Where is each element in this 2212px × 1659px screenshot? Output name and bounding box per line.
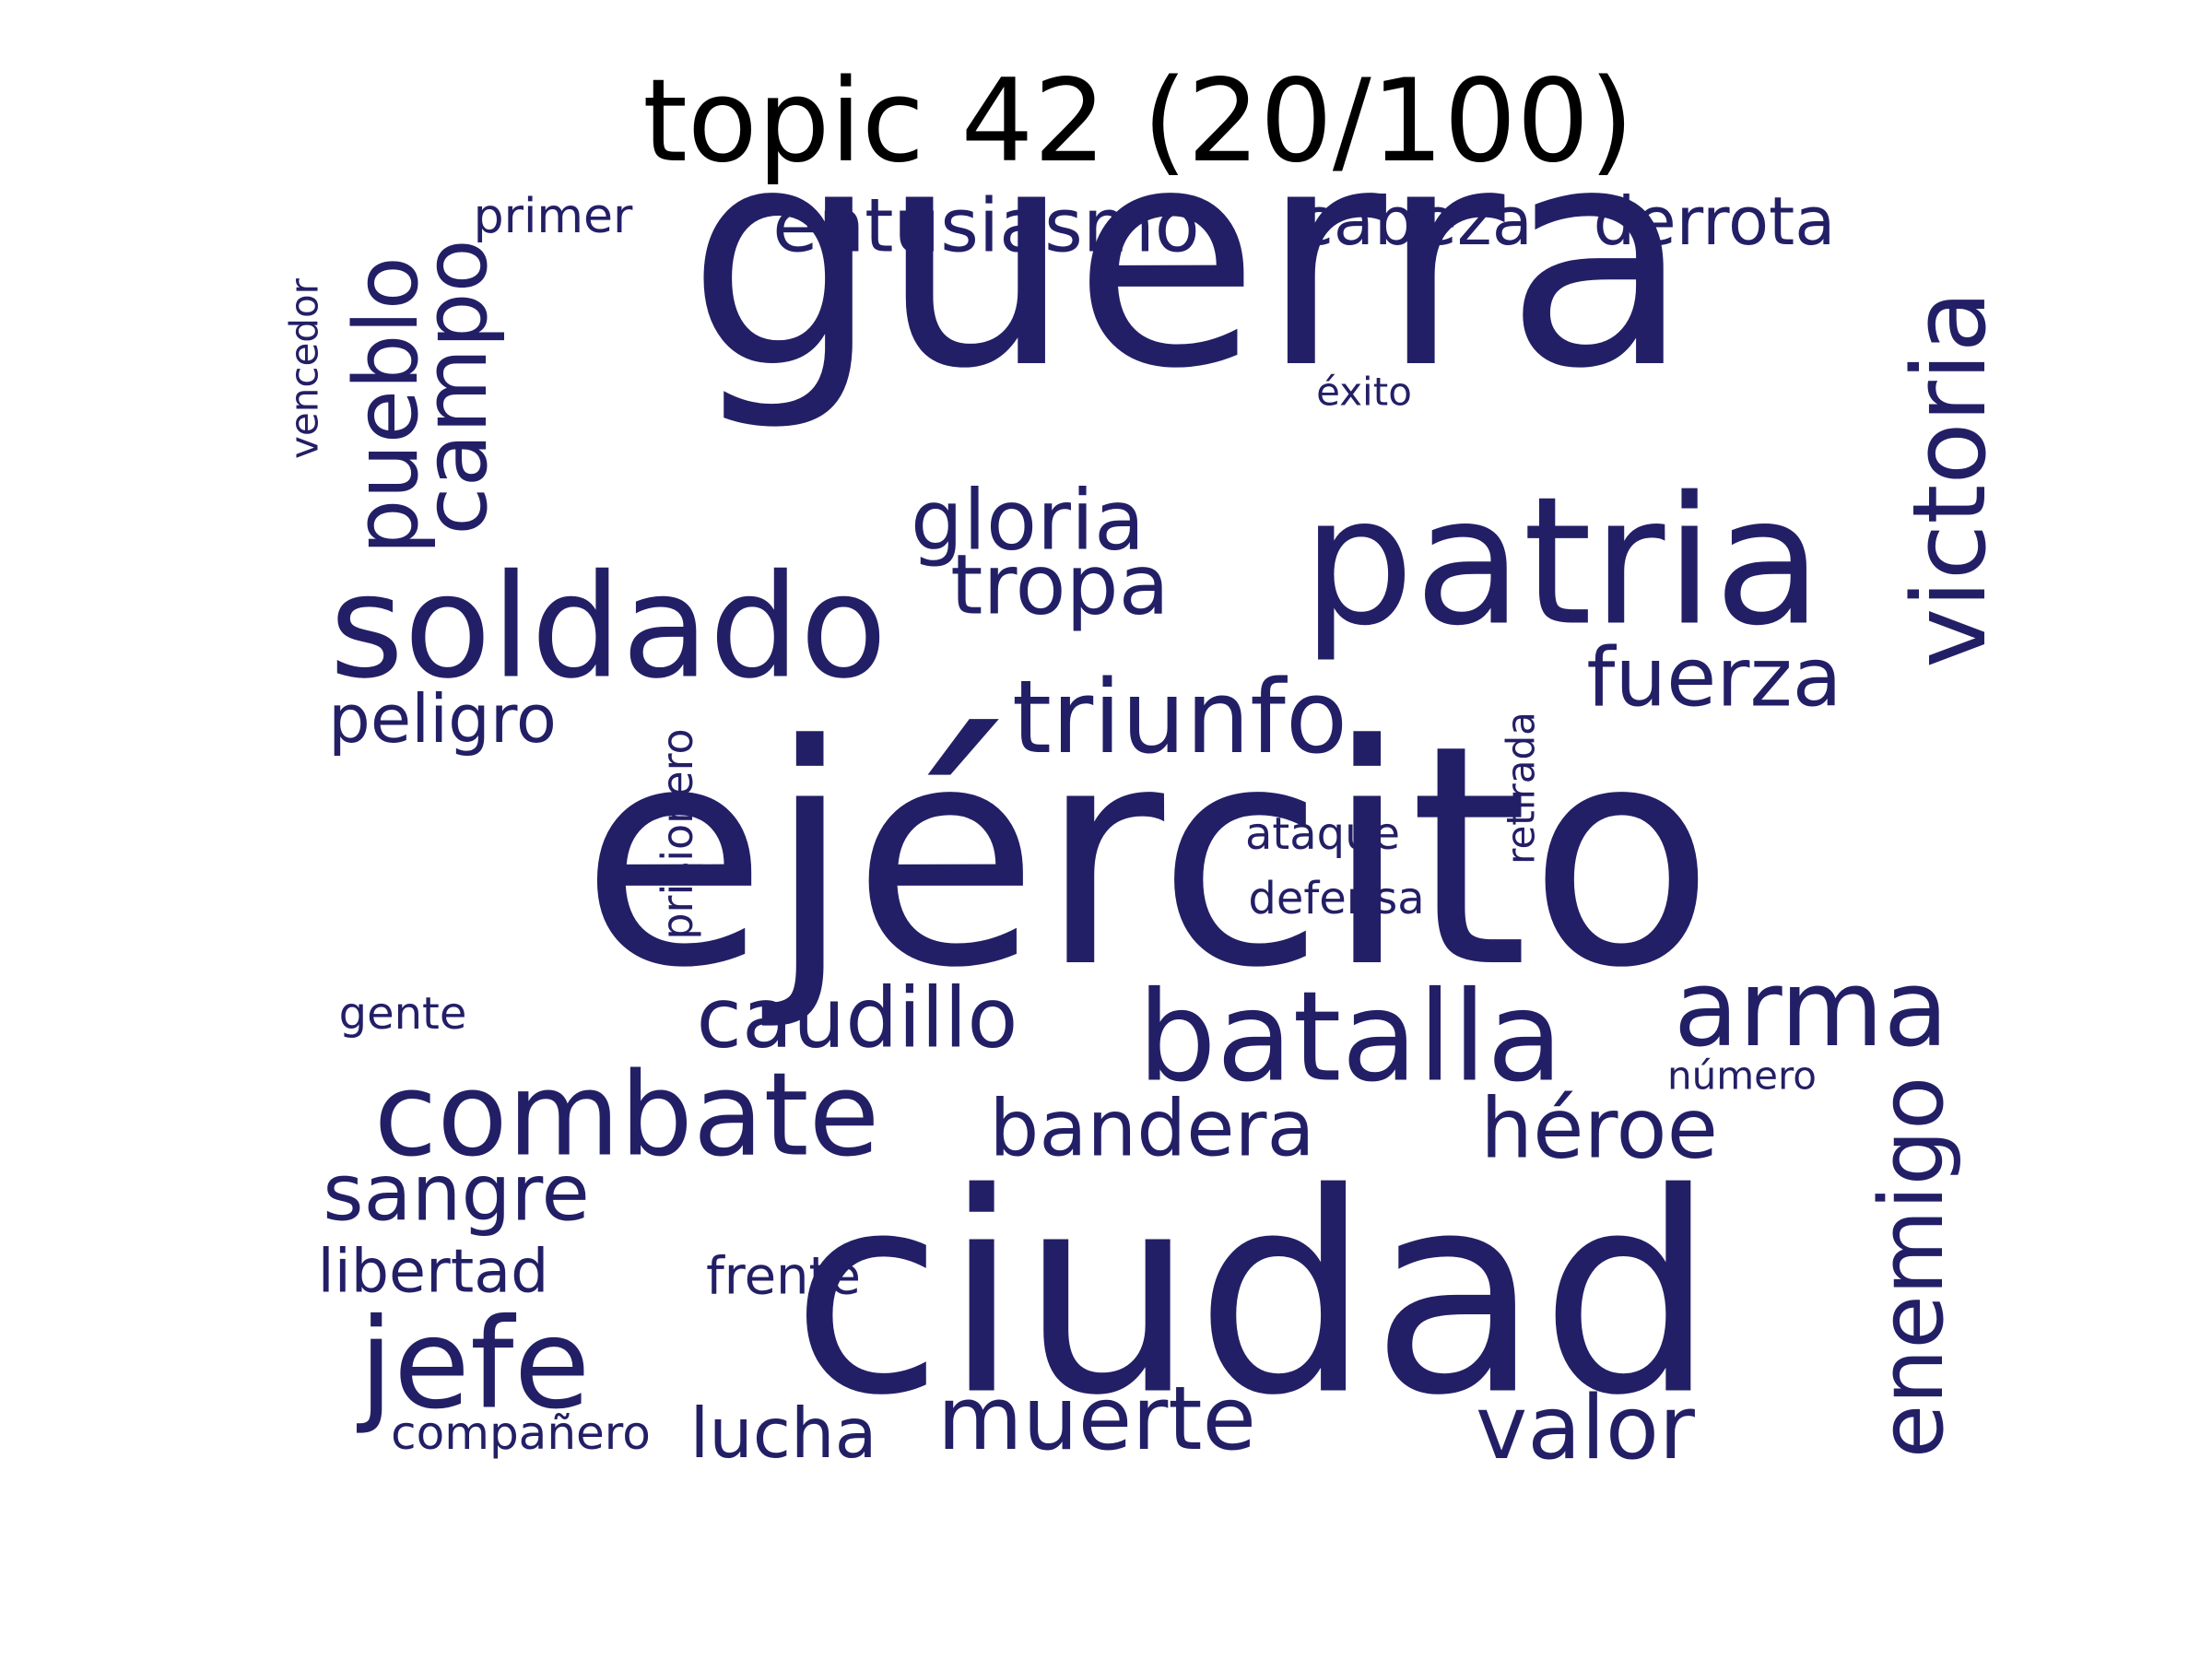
word-frente: frente [706, 1247, 861, 1307]
word-peligro: peligro [328, 680, 557, 758]
word-victoria: victoria [1890, 290, 2008, 668]
word-gloria: gloria [911, 473, 1145, 570]
word-batalla: batalla [1137, 965, 1563, 1110]
word-bandera: bandera [989, 1084, 1314, 1175]
word-número: número [1667, 1053, 1817, 1099]
word-enemigo: enemigo [1862, 1077, 1963, 1458]
word-ciudad: ciudad [791, 1135, 1715, 1456]
word-patria: patria [1302, 460, 1823, 665]
word-sangre: sangre [323, 1148, 590, 1240]
word-vencedor: vencedor [282, 277, 327, 459]
word-ataque: ataque [1245, 808, 1400, 860]
chart-title-area: topic 42 (20/100) [0, 0, 2212, 203]
word-campo: campo [406, 239, 507, 535]
word-derrota: derrota [1594, 182, 1836, 260]
word-ejército: ejército [581, 680, 1715, 1034]
word-gente: gente [339, 988, 467, 1040]
word-combate: combate [374, 1049, 880, 1182]
word-héroe: héroe [1480, 1081, 1718, 1178]
word-lucha: lucha [689, 1393, 877, 1474]
word-compañero: compañero [391, 1406, 651, 1460]
word-cabeza: cabeza [1297, 182, 1533, 260]
word-triunfo: triunfo [1012, 658, 1347, 776]
word-retirada: retirada [1499, 712, 1544, 865]
word-primer: primer [474, 189, 633, 244]
word-muerte: muerte [937, 1369, 1256, 1470]
word-defensa: defensa [1248, 873, 1424, 924]
word-éxito: éxito [1316, 370, 1412, 415]
word-caudillo: caudillo [697, 971, 1018, 1067]
word-prisionero: prisionero [653, 728, 702, 939]
word-soldado: soldado [329, 544, 887, 711]
word-guerra: guerra [687, 81, 1690, 435]
word-entusiasmo: entusiasmo [772, 183, 1199, 269]
word-tropa: tropa [950, 537, 1170, 634]
word-valor: valor [1476, 1378, 1696, 1479]
word-arma: arma [1674, 947, 1948, 1071]
word-pueblo: pueblo [336, 256, 438, 555]
chart-title: topic 42 (20/100) [642, 55, 1634, 188]
word-libertad: libertad [318, 1238, 549, 1307]
word-jefe: jefe [356, 1292, 590, 1437]
word-fuerza: fuerza [1586, 630, 1841, 725]
